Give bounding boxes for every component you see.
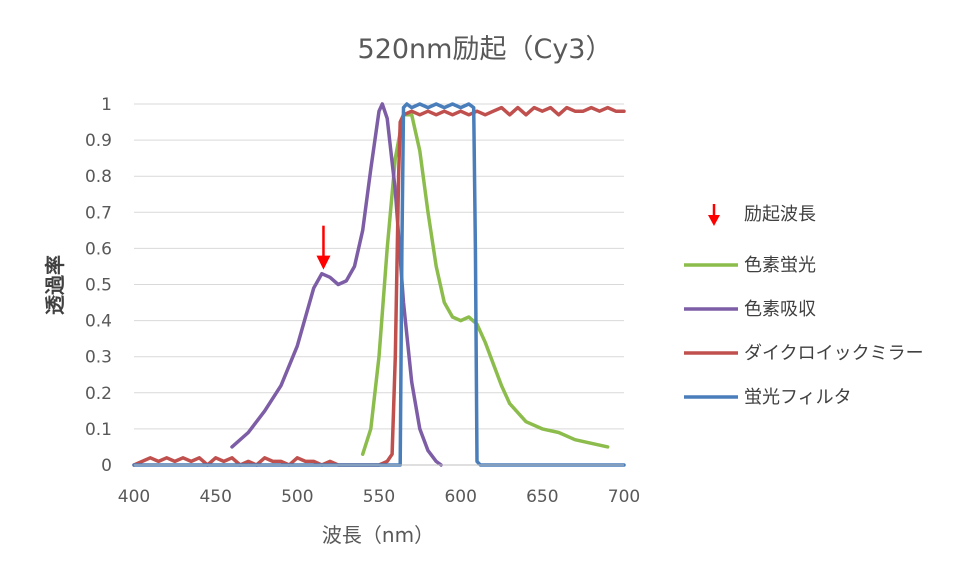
x-tick-label: 500	[281, 487, 313, 507]
y-tick-label: 0.7	[85, 203, 112, 223]
x-axis-title: 波長（nm）	[322, 523, 434, 547]
x-tick-label: 450	[199, 487, 231, 507]
series-line	[132, 105, 626, 467]
legend-label: 蛍光フィルタ	[744, 387, 852, 408]
gridlines	[134, 103, 624, 430]
y-axis-ticks: 0 0.1 0.2 0.3 0.4 0.5 0.6 0.7 0.8 0.9 1	[85, 95, 112, 476]
x-tick-label: 650	[526, 487, 558, 507]
chart-title: 520nm励起（Cy3）	[358, 34, 613, 65]
series-line	[230, 102, 443, 467]
y-tick-label: 1	[101, 95, 112, 115]
legend-label: ダイクロイックミラー	[744, 343, 924, 364]
y-tick-label: 0.2	[85, 384, 112, 404]
series-lines	[132, 102, 626, 467]
legend-label: 色素蛍光	[744, 255, 816, 276]
excitation-arrow-head	[316, 255, 331, 270]
y-tick-label: 0.5	[85, 276, 112, 296]
y-tick-label: 0	[101, 456, 112, 476]
y-tick-label: 0.8	[85, 167, 112, 187]
x-tick-label: 550	[363, 487, 395, 507]
x-tick-label: 400	[118, 487, 150, 507]
y-axis-title: 透過率	[43, 255, 67, 315]
series-line	[360, 113, 610, 456]
x-axis-ticks: 400 450 500 550 600 650 700	[118, 487, 640, 507]
y-tick-label: 0.4	[85, 312, 112, 332]
y-tick-label: 0.6	[85, 239, 112, 259]
y-tick-label: 0.9	[85, 131, 112, 151]
x-tick-label: 700	[608, 487, 640, 507]
legend-label: 色素吸収	[744, 299, 816, 320]
legend-arrow-head	[708, 215, 720, 226]
y-tick-label: 0.3	[85, 348, 112, 368]
y-tick-label: 0.1	[85, 420, 112, 440]
legend-label: 励起波長	[744, 204, 816, 225]
excitation-annotation	[316, 225, 331, 270]
series-line	[132, 102, 626, 467]
x-tick-label: 600	[444, 487, 476, 507]
